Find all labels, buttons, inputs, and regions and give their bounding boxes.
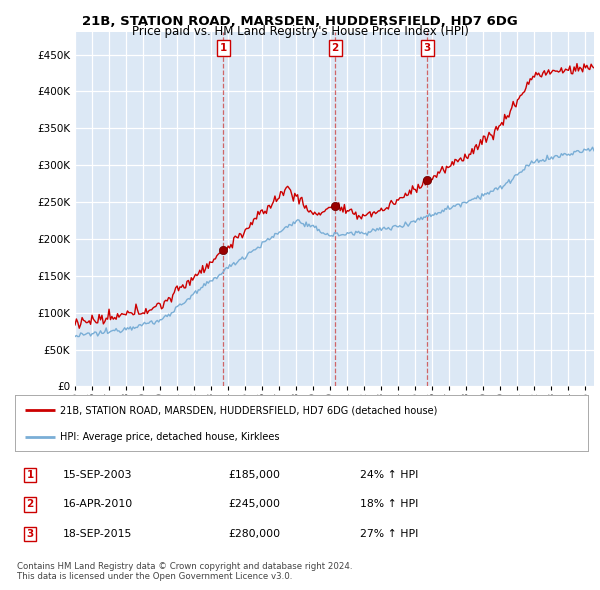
- Text: 15-SEP-2003: 15-SEP-2003: [63, 470, 133, 480]
- Text: This data is licensed under the Open Government Licence v3.0.: This data is licensed under the Open Gov…: [17, 572, 292, 581]
- Text: 18-SEP-2015: 18-SEP-2015: [63, 529, 133, 539]
- Text: HPI: Average price, detached house, Kirklees: HPI: Average price, detached house, Kirk…: [59, 432, 279, 442]
- Text: 21B, STATION ROAD, MARSDEN, HUDDERSFIELD, HD7 6DG (detached house): 21B, STATION ROAD, MARSDEN, HUDDERSFIELD…: [59, 405, 437, 415]
- Text: 27% ↑ HPI: 27% ↑ HPI: [360, 529, 418, 539]
- Text: 3: 3: [424, 44, 431, 53]
- Text: 1: 1: [220, 44, 227, 53]
- Text: 3: 3: [26, 529, 34, 539]
- Text: 24% ↑ HPI: 24% ↑ HPI: [360, 470, 418, 480]
- Text: 18% ↑ HPI: 18% ↑ HPI: [360, 500, 418, 509]
- Text: Price paid vs. HM Land Registry's House Price Index (HPI): Price paid vs. HM Land Registry's House …: [131, 25, 469, 38]
- Text: £185,000: £185,000: [228, 470, 280, 480]
- Text: 1: 1: [26, 470, 34, 480]
- Text: Contains HM Land Registry data © Crown copyright and database right 2024.: Contains HM Land Registry data © Crown c…: [17, 562, 352, 571]
- Text: 2: 2: [332, 44, 339, 53]
- Text: £245,000: £245,000: [228, 500, 280, 509]
- Text: £280,000: £280,000: [228, 529, 280, 539]
- Text: 16-APR-2010: 16-APR-2010: [63, 500, 133, 509]
- Text: 2: 2: [26, 500, 34, 509]
- Text: 21B, STATION ROAD, MARSDEN, HUDDERSFIELD, HD7 6DG: 21B, STATION ROAD, MARSDEN, HUDDERSFIELD…: [82, 15, 518, 28]
